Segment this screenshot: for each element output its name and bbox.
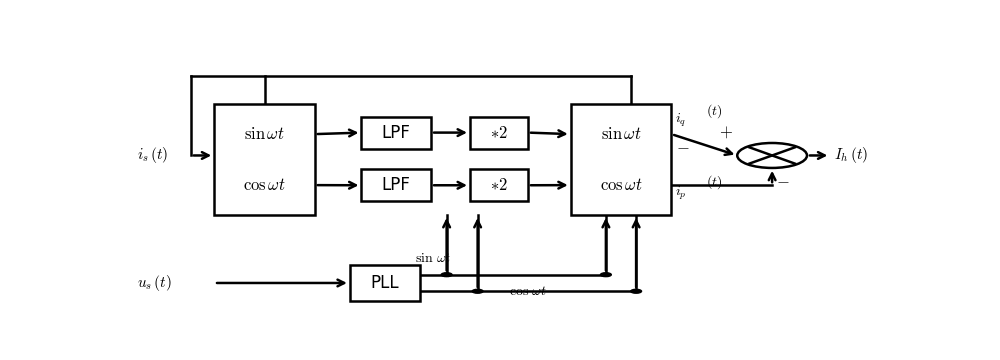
Text: PLL: PLL xyxy=(370,274,399,292)
Text: $*2$: $*2$ xyxy=(490,123,508,141)
Text: LPF: LPF xyxy=(382,123,411,141)
Text: $+$: $+$ xyxy=(719,122,733,140)
Text: $-$: $-$ xyxy=(776,171,790,189)
Text: $\cos\omega t$: $\cos\omega t$ xyxy=(243,176,286,194)
Text: LPF: LPF xyxy=(382,176,411,194)
Text: $\cos\omega t$: $\cos\omega t$ xyxy=(600,176,642,194)
Text: $\sin\omega t$: $\sin\omega t$ xyxy=(601,125,641,143)
Circle shape xyxy=(737,143,807,168)
Text: $\sin\,\omega t$: $\sin\,\omega t$ xyxy=(415,251,451,265)
Bar xyxy=(470,117,528,149)
Circle shape xyxy=(600,273,611,276)
Circle shape xyxy=(441,273,452,276)
Bar xyxy=(214,104,315,215)
Text: $\cos\,\omega t$: $\cos\,\omega t$ xyxy=(509,284,546,298)
Text: $u_s\,(t)$: $u_s\,(t)$ xyxy=(137,273,172,293)
Bar xyxy=(350,265,420,301)
Text: $I_h\,(t)$: $I_h\,(t)$ xyxy=(834,145,868,166)
Text: $i_p$: $i_p$ xyxy=(675,184,687,202)
Circle shape xyxy=(472,289,483,293)
Text: $i_s\,(t)$: $i_s\,(t)$ xyxy=(137,145,168,166)
Text: $*2$: $*2$ xyxy=(490,176,508,194)
Circle shape xyxy=(631,289,642,293)
Bar xyxy=(470,169,528,201)
Text: $i_q$: $i_q$ xyxy=(675,111,686,129)
Text: $\sin\omega t$: $\sin\omega t$ xyxy=(244,125,285,143)
Bar xyxy=(361,117,431,149)
Bar xyxy=(361,169,431,201)
Text: $-$: $-$ xyxy=(676,137,690,155)
Text: $(t)$: $(t)$ xyxy=(706,103,723,120)
Bar xyxy=(571,104,671,215)
Text: $(t)$: $(t)$ xyxy=(706,173,723,191)
